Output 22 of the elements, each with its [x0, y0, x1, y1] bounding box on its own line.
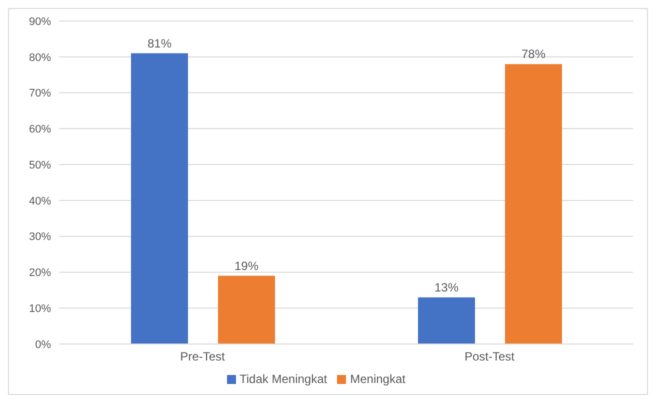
y-tick-label: 0%: [35, 338, 52, 351]
y-tick-label: 20%: [28, 267, 52, 280]
bar: [218, 276, 275, 344]
bar: [131, 53, 188, 344]
y-tick-label: 30%: [28, 231, 52, 244]
y-tick-label: 60%: [28, 124, 52, 136]
data-label: 78%: [521, 47, 546, 62]
legend-label: Tidak Meningkat: [240, 372, 328, 386]
legend-label: Meningkat: [350, 372, 406, 386]
y-tick-label: 50%: [28, 159, 52, 172]
y-tick-label: 70%: [28, 88, 52, 100]
y-tick-label: 90%: [28, 16, 52, 28]
y-tick-label: 80%: [28, 52, 52, 64]
data-label: 13%: [434, 280, 459, 294]
y-tick-label: 10%: [28, 303, 52, 316]
x-tick-label: Post-Test: [464, 350, 516, 364]
data-label: 81%: [147, 36, 172, 50]
bar: [418, 297, 475, 344]
x-tick-label: Pre-Test: [180, 350, 226, 364]
y-tick-label: 40%: [28, 195, 52, 208]
data-label: 19%: [234, 258, 259, 273]
bar: [505, 64, 562, 344]
